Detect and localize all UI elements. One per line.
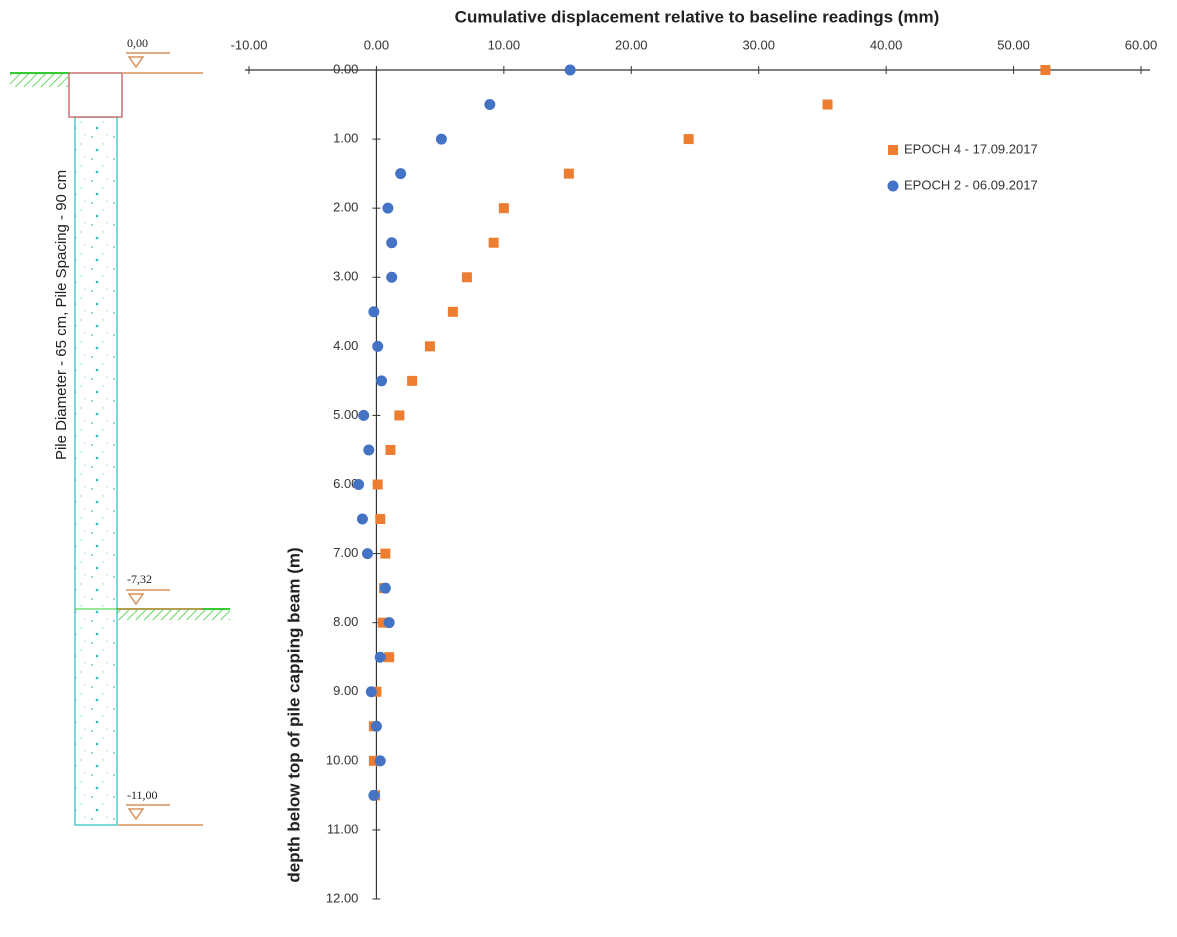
point — [823, 100, 833, 110]
point — [684, 134, 694, 144]
point — [372, 341, 383, 352]
y-tick-label: 12.00 — [326, 890, 359, 905]
page: 0,00 -7,32 -11,00 Pile Diameter - 65 cm,… — [0, 0, 1177, 932]
point — [358, 410, 369, 421]
point — [368, 306, 379, 317]
point — [425, 341, 435, 351]
point — [363, 444, 374, 455]
point — [384, 617, 395, 628]
side-label: Pile Diameter - 65 cm, Pile Spacing - 90… — [53, 170, 70, 460]
ground-hatch — [117, 610, 230, 620]
y-tick-label: 9.00 — [333, 683, 358, 698]
point — [353, 479, 364, 490]
point — [462, 272, 472, 282]
x-tick-label: 50.00 — [997, 37, 1030, 52]
point — [373, 480, 383, 490]
ground-hatch — [10, 73, 68, 87]
chart-title: Cumulative displacement relative to base… — [455, 7, 940, 26]
point — [564, 169, 574, 179]
point — [407, 376, 417, 386]
point — [1040, 65, 1050, 75]
legend-marker — [888, 145, 898, 155]
x-tick-label: 40.00 — [870, 37, 903, 52]
y-axis-title: depth below top of pile capping beam (m) — [284, 547, 303, 882]
point — [375, 755, 386, 766]
y-tick-label: 5.00 — [333, 407, 358, 422]
point — [382, 203, 393, 214]
x-tick-label: 10.00 — [488, 37, 521, 52]
point — [357, 514, 368, 525]
point — [380, 549, 390, 559]
legend-label: EPOCH 2 - 06.09.2017 — [904, 177, 1038, 192]
point — [395, 168, 406, 179]
point — [436, 134, 447, 145]
y-tick-label: 0.00 — [333, 61, 358, 76]
legend-label: EPOCH 4 - 17.09.2017 — [904, 141, 1038, 156]
y-tick-label: 8.00 — [333, 614, 358, 629]
x-tick-label: 0.00 — [364, 37, 389, 52]
point — [376, 375, 387, 386]
y-tick-label: 2.00 — [333, 200, 358, 215]
point — [448, 307, 458, 317]
pile-cap — [69, 73, 122, 117]
point — [385, 445, 395, 455]
level-markers — [118, 53, 203, 825]
level-label: 0,00 — [127, 36, 148, 50]
point — [484, 99, 495, 110]
y-tick-label: 4.00 — [333, 338, 358, 353]
point — [386, 237, 397, 248]
pile-diagram: 0,00 -7,32 -11,00 Pile Diameter - 65 cm,… — [10, 36, 230, 825]
point — [386, 272, 397, 283]
point — [368, 790, 379, 801]
point — [375, 652, 386, 663]
level-label: -7,32 — [127, 572, 152, 586]
legend-marker — [888, 181, 899, 192]
x-tick-label: 60.00 — [1125, 37, 1158, 52]
point — [362, 548, 373, 559]
point — [489, 238, 499, 248]
y-tick-label: 3.00 — [333, 269, 358, 284]
level-label: -11,00 — [127, 788, 158, 802]
x-tick-label: 20.00 — [615, 37, 648, 52]
point — [375, 514, 385, 524]
y-tick-label: 7.00 — [333, 545, 358, 560]
point — [565, 65, 576, 76]
point — [366, 686, 377, 697]
point — [394, 410, 404, 420]
pile — [75, 117, 117, 825]
point — [371, 721, 382, 732]
y-tick-label: 1.00 — [333, 131, 358, 146]
point — [499, 203, 509, 213]
y-tick-label: 11.00 — [327, 821, 359, 836]
x-tick-label: -10.00 — [231, 37, 268, 52]
y-tick-label: 10.00 — [326, 752, 359, 767]
x-tick-label: 30.00 — [742, 37, 775, 52]
point — [380, 583, 391, 594]
